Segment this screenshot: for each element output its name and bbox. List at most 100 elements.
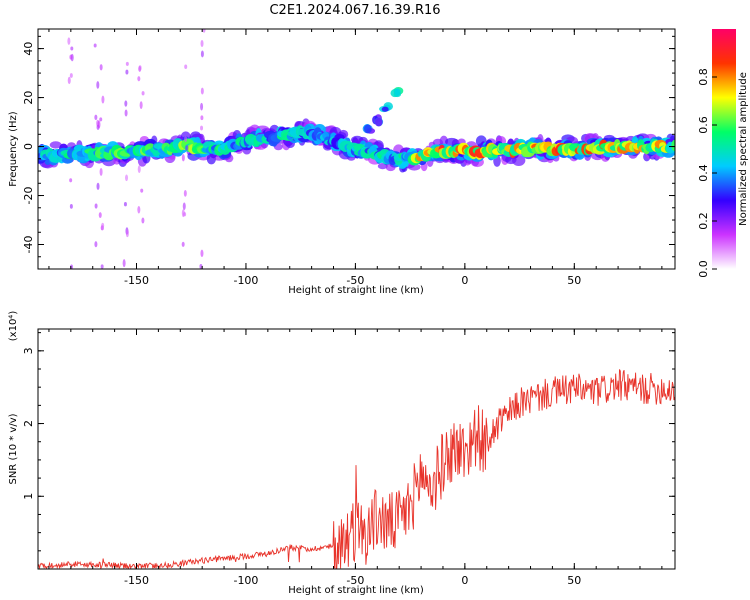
- spectrogram-cell: [394, 88, 401, 97]
- spectrogram-panel: -150 -100 -50 0 50 -40 -20 0 20 40 Height of stra…: [8, 28, 676, 296]
- spectrogram-y-tick-label: 40: [22, 42, 35, 56]
- spectrogram-y-tick-label: -40: [22, 236, 35, 254]
- spectrogram-cell: [98, 212, 102, 218]
- spectrogram-cell: [94, 203, 98, 209]
- spectrogram-cell: [381, 106, 389, 112]
- spectrogram-cell: [137, 205, 141, 214]
- spectrogram-cell: [70, 46, 74, 51]
- colorbar-ticks: 0.0 0.2 0.4 0.6 0.8: [697, 68, 717, 278]
- colorbar-tick-label: 0.8: [697, 68, 710, 86]
- spectrogram-cell: [364, 124, 372, 134]
- spectrogram-cell: [407, 163, 421, 171]
- chart-title: C2E1.2024.067.16.39.R16: [269, 3, 440, 18]
- spectrogram-cell: [99, 64, 103, 71]
- colorbar-gradient: [712, 29, 736, 269]
- spectrogram-cell: [69, 203, 73, 209]
- spectrogram-cell: [101, 95, 105, 104]
- spectrogram-cell: [99, 117, 103, 122]
- spectrogram-frame: [37, 28, 676, 270]
- snr-x-tick-label: -50: [346, 574, 364, 587]
- colorbar-tick-label: 0.2: [697, 212, 710, 230]
- spectrogram-cell: [200, 125, 204, 131]
- snr-series-line: [38, 369, 675, 569]
- spectrogram-cell: [137, 165, 141, 173]
- spectrogram-cell: [182, 202, 186, 210]
- snr-axes: -150 -100 -50 0 50 1 2 3: [22, 329, 675, 587]
- spectrogram-y-tick-label: -20: [22, 187, 35, 205]
- spectrogram-cell: [200, 115, 204, 121]
- spectrogram-cell: [200, 87, 204, 95]
- spectrogram-cell: [374, 117, 383, 127]
- spectrogram-cell: [671, 139, 675, 152]
- snr-plot-area: [38, 329, 675, 569]
- spectrogram-cell: [200, 50, 204, 58]
- spectrogram-cell: [141, 217, 145, 224]
- spectrogram-cell: [181, 241, 185, 247]
- spectrogram-cell: [123, 202, 127, 207]
- spectrogram-cell: [69, 178, 73, 183]
- spectrogram-cell: [184, 135, 188, 143]
- colorbar-label: Normalized spectral amplitude: [738, 72, 749, 226]
- spectrogram-cell: [200, 39, 204, 47]
- spectrogram-cells: [38, 29, 675, 269]
- spectrogram-cell: [101, 222, 105, 228]
- spectrogram-cell: [93, 43, 97, 48]
- spectrogram-cell: [94, 241, 98, 248]
- spectrogram-y-axis-label: Frequency (Hz): [8, 111, 19, 187]
- spectrogram-x-axis-label: Height of straight line (km): [288, 285, 424, 296]
- spectrogram-x-tick-label: -100: [233, 274, 258, 287]
- snr-scale-label: (x10⁴): [8, 311, 19, 342]
- snr-y-tick-label: 2: [22, 420, 35, 427]
- snr-marks: [38, 369, 675, 569]
- spectrogram-cell: [100, 264, 104, 269]
- spectrogram-cell: [185, 145, 189, 151]
- spectrogram-cell: [69, 54, 73, 60]
- spectrogram-cell: [69, 73, 73, 78]
- spectrogram-cell: [183, 190, 187, 197]
- snr-x-tick-label: 50: [567, 574, 581, 587]
- spectrogram-cell: [124, 109, 128, 117]
- colorbar-tick-label: 0.0: [697, 260, 710, 278]
- spectrogram-y-tick-label: 20: [22, 91, 35, 105]
- snr-x-tick-label: -150: [124, 574, 149, 587]
- spectrogram-cell: [125, 69, 129, 75]
- spectrogram-cell: [122, 259, 126, 268]
- spectrogram-y-tick-label: 0: [22, 143, 35, 150]
- snr-x-tick-label: -100: [233, 574, 258, 587]
- spectrogram-cell: [140, 188, 144, 193]
- snr-y-axis-label: SNR (10 * v/v): [8, 413, 19, 484]
- spectrogram-cell: [141, 91, 145, 96]
- colorbar: 0.0 0.2 0.4 0.6 0.8 Normalized spectral ampl…: [697, 29, 749, 278]
- spectrogram-x-tick-label: -150: [124, 274, 149, 287]
- snr-x-axis-label: Height of straight line (km): [288, 585, 424, 596]
- spectrogram-cell: [200, 102, 204, 111]
- snr-y-tick-label: 1: [22, 493, 35, 500]
- colorbar-tick-label: 0.4: [697, 164, 710, 182]
- spectrogram-cell: [96, 182, 100, 190]
- spectrogram-cell: [49, 141, 62, 149]
- spectrogram-cell: [97, 120, 101, 129]
- spectrogram-cell: [96, 81, 100, 89]
- spectrogram-cell: [99, 167, 103, 176]
- snr-x-tick-label: 0: [461, 574, 468, 587]
- spectrogram-x-tick-label: 50: [567, 274, 581, 287]
- spectrogram-cell: [125, 174, 129, 182]
- spectrogram-cell: [139, 101, 143, 110]
- spectrogram-cell: [184, 64, 188, 70]
- spectrogram-cell: [124, 100, 128, 107]
- snr-y-tick-label: 3: [22, 347, 35, 354]
- spectrogram-cell: [94, 114, 98, 120]
- spectrogram-cell: [181, 209, 185, 218]
- spectrogram-cell: [67, 37, 71, 45]
- spectrogram-cell: [138, 65, 142, 71]
- spectrogram-cell: [181, 154, 185, 162]
- spectrogram-marks: [38, 29, 675, 269]
- spectrogram-cell: [67, 76, 71, 85]
- snr-panel: -150 -100 -50 0 50 1 2 3 Height of straight lin…: [8, 311, 676, 596]
- spectrogram-cell: [137, 76, 141, 82]
- spectrogram-cell: [125, 229, 129, 238]
- snr-frame: [37, 328, 676, 570]
- spectrogram-cell: [200, 249, 204, 258]
- spectrogram-cell: [125, 61, 129, 66]
